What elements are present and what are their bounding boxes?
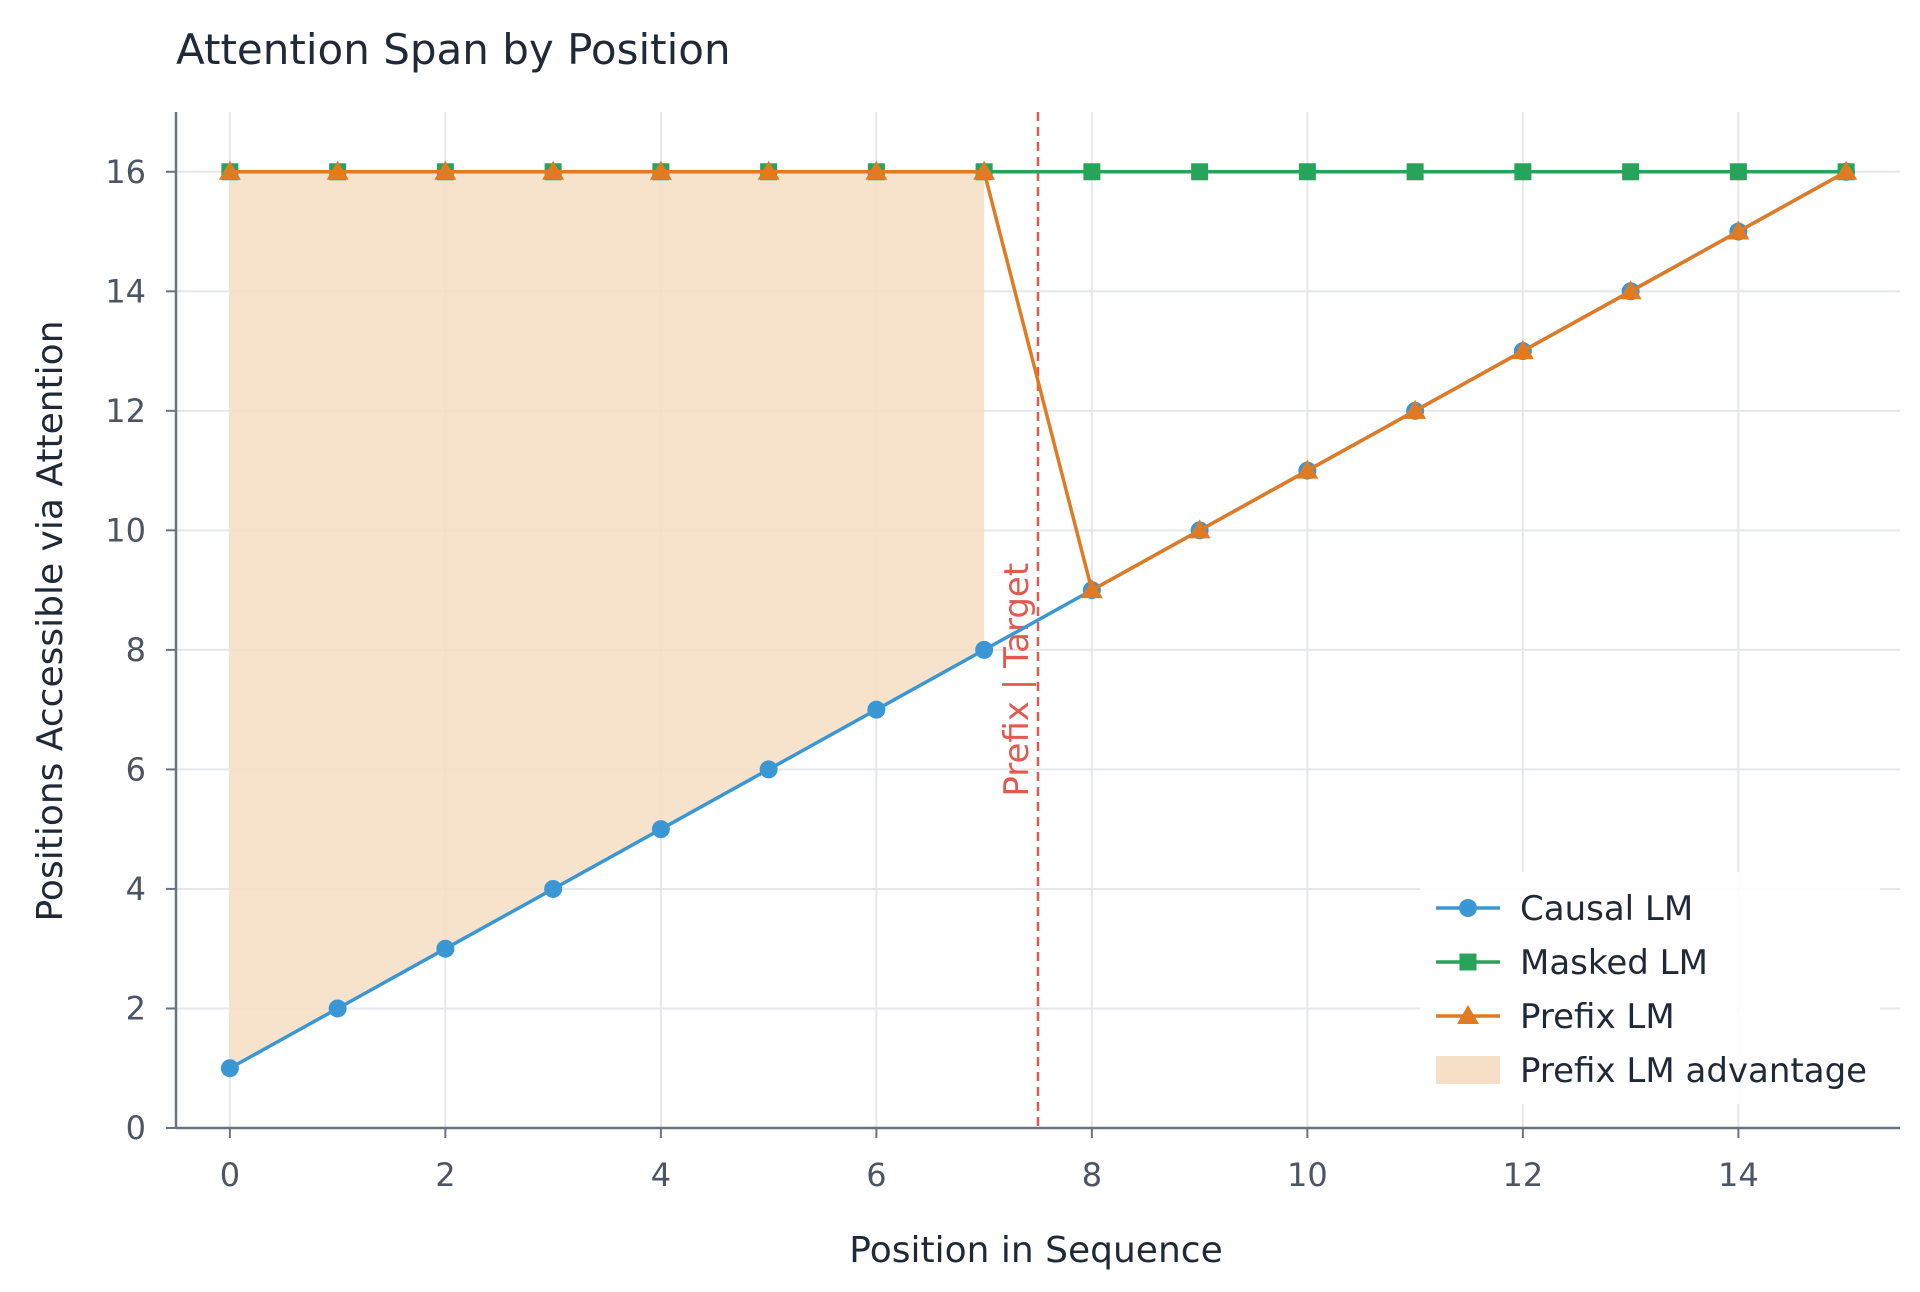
legend-marker: [1457, 1005, 1479, 1024]
legend-marker: [1459, 953, 1477, 971]
masked-lm-point: [1298, 163, 1316, 181]
legend-label: Prefix LM advantage: [1520, 1051, 1867, 1091]
masked-lm-point: [1083, 163, 1101, 181]
chart-title: Attention Span by Position: [176, 25, 731, 74]
y-tick-label: 16: [105, 153, 146, 191]
y-tick-label: 14: [105, 272, 146, 310]
y-tick-label: 4: [126, 870, 146, 908]
prefix-lm-point: [326, 160, 349, 180]
y-tick-label: 12: [105, 392, 146, 430]
prefix-lm-advantage-area: [229, 171, 985, 1069]
prefix-lm-line: [229, 170, 1847, 592]
masked-lm-point: [1406, 163, 1424, 181]
prefix-target-divider: Prefix | Target: [997, 112, 1040, 1128]
prefix-target-label: Prefix | Target: [997, 563, 1037, 797]
prefix-lm-point: [542, 160, 565, 180]
causal-lm-point: [651, 820, 670, 839]
causal-lm-point: [220, 1059, 239, 1078]
masked-lm-point: [1729, 163, 1747, 181]
legend-label: Masked LM: [1520, 943, 1708, 983]
x-tick-label: 4: [651, 1156, 671, 1194]
prefix-lm-point: [1619, 280, 1642, 300]
prefix-lm-point: [1511, 340, 1534, 360]
y-tick-label: 6: [126, 750, 146, 788]
y-axis-label: Positions Accessible via Attention: [30, 320, 71, 921]
legend-item-masked-lm: Masked LM: [1436, 943, 1708, 983]
causal-lm-point: [867, 700, 886, 719]
prefix-advantage-region: [229, 171, 985, 1069]
prefix-lm-point: [1835, 160, 1858, 180]
series-group: [218, 160, 1858, 1078]
legend-label: Prefix LM: [1520, 997, 1675, 1037]
prefix-lm-series: [218, 160, 1858, 599]
causal-lm-point: [544, 879, 563, 898]
legend-item-prefix-lm: Prefix LM: [1436, 997, 1675, 1037]
masked-lm-point: [1514, 163, 1532, 181]
prefix-lm-point: [1080, 579, 1103, 599]
prefix-lm-point: [865, 160, 888, 180]
legend: Causal LM Masked LM Prefix LM Prefix LM adv…: [1420, 872, 1880, 1104]
x-tick-label: 14: [1718, 1156, 1759, 1194]
causal-lm-point: [328, 999, 347, 1018]
prefix-lm-point: [218, 160, 241, 180]
axes: [174, 112, 1900, 1130]
x-tick-label: 0: [220, 1156, 240, 1194]
causal-lm-point: [436, 939, 455, 958]
x-tick-label: 6: [866, 1156, 886, 1194]
x-tick-label: 2: [435, 1156, 455, 1194]
prefix-lm-point: [1404, 399, 1427, 419]
causal-lm-point: [759, 760, 778, 779]
y-tick-label: 2: [126, 989, 146, 1027]
legend-item-causal-lm: Causal LM: [1436, 889, 1693, 929]
prefix-lm-point: [973, 160, 996, 180]
prefix-lm-point: [1727, 220, 1750, 240]
legend-swatch: [1436, 1056, 1500, 1084]
legend-label: Causal LM: [1520, 889, 1693, 929]
legend-item-prefix-lm-advantage: Prefix LM advantage: [1436, 1051, 1867, 1091]
y-tick-label: 0: [126, 1109, 146, 1147]
x-tick-label: 10: [1287, 1156, 1328, 1194]
causal-lm-point: [975, 640, 994, 659]
prefix-lm-point: [649, 160, 672, 180]
prefix-lm-point: [434, 160, 457, 180]
x-tick-label: 12: [1503, 1156, 1544, 1194]
prefix-lm-point: [757, 160, 780, 180]
y-tick-label: 10: [105, 511, 146, 549]
masked-lm-point: [1622, 163, 1640, 181]
x-axis-label: Position in Sequence: [849, 1230, 1222, 1271]
prefix-lm-point: [1188, 519, 1211, 539]
y-tick-label: 8: [126, 631, 146, 669]
masked-lm-point: [1191, 163, 1209, 181]
x-tick-label: 8: [1082, 1156, 1102, 1194]
prefix-lm-point: [1296, 459, 1319, 479]
tick-labels: 0 2 4 6 8 10 12 14 0 2 4 6 8 10 12 14 16: [105, 153, 1758, 1194]
legend-marker: [1459, 899, 1477, 917]
